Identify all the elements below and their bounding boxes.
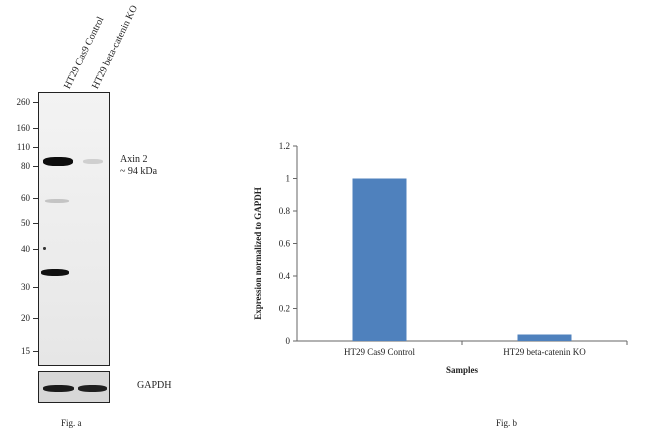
- x-axis-title: Samples: [446, 365, 479, 375]
- y-tick-label: 0.2: [279, 304, 290, 314]
- mw-tick: [33, 249, 38, 250]
- y-tick-label: 0.4: [279, 271, 291, 281]
- y-tick-label: 1: [286, 174, 291, 184]
- blot-membrane: [38, 92, 110, 366]
- y-tick-label: 0: [286, 336, 291, 346]
- y-tick-label: 1.2: [279, 141, 290, 151]
- mw-marker: 110: [16, 142, 30, 152]
- mw-tick: [33, 128, 38, 129]
- mw-marker: 30: [21, 282, 30, 292]
- axin2-band-control: [43, 157, 73, 166]
- mw-marker: 50: [21, 218, 30, 228]
- mw-marker: 160: [16, 123, 31, 133]
- figure-a-caption: Fig. a: [61, 418, 82, 428]
- mw-marker: 40: [21, 244, 30, 254]
- mw-tick: [33, 318, 38, 319]
- mw-tick: [33, 102, 38, 103]
- mw-tick: [33, 166, 38, 167]
- axin2-label: Axin 2 ~ 94 kDa: [120, 154, 158, 177]
- y-axis-title: Expression normalized to GAPDH: [253, 187, 263, 320]
- mw-tick: [33, 223, 38, 224]
- gapdh-blot: [38, 371, 110, 403]
- mw-tick: [33, 287, 38, 288]
- band-30kda-control: [41, 269, 69, 276]
- mw-tick: [33, 147, 38, 148]
- mw-marker: 80: [21, 161, 30, 171]
- gapdh-band-ko: [78, 385, 107, 392]
- mw-tick: [33, 351, 38, 352]
- mw-marker: 15: [21, 346, 30, 356]
- faint-band: [45, 199, 69, 203]
- y-tick-label: 0.8: [279, 206, 291, 216]
- mw-marker: 260: [16, 97, 31, 107]
- speck: [43, 247, 46, 250]
- x-tick-label: HT29 beta-catenin KO: [503, 347, 586, 357]
- x-tick-label: HT29 Cas9 Control: [344, 347, 415, 357]
- expression-bar-chart: 0 0.2 0.4 0.6 0.8 1 1.2 HT29 Cas9 Control HT29 b…: [253, 141, 628, 375]
- axin2-band-ko: [83, 159, 103, 164]
- y-tick-label: 0.6: [279, 239, 291, 249]
- mw-marker: 60: [21, 193, 30, 203]
- figure-b-caption: Fig. b: [496, 418, 518, 428]
- gapdh-band-control: [43, 385, 74, 392]
- gapdh-label: GAPDH: [137, 380, 172, 391]
- mw-marker: 20: [21, 313, 30, 323]
- bar: [352, 178, 407, 341]
- mw-tick: [33, 198, 38, 199]
- bar: [517, 334, 572, 341]
